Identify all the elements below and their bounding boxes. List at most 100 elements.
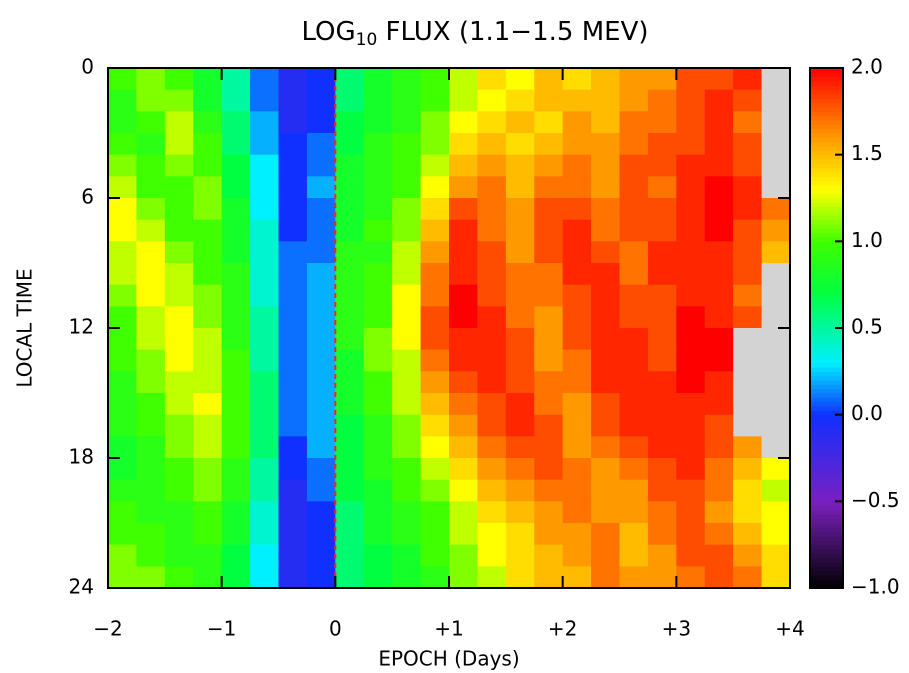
colorbar-swatch: [810, 375, 843, 381]
heatmap-cell: [591, 89, 620, 112]
heatmap-cell: [250, 523, 279, 546]
colorbar-swatch: [810, 111, 843, 117]
heatmap-cell: [278, 198, 308, 221]
heatmap-cell: [306, 306, 336, 329]
heatmap-cell: [392, 133, 422, 156]
heatmap-cell: [363, 263, 393, 286]
colorbar-swatch: [810, 536, 843, 541]
heatmap-cell: [676, 479, 706, 502]
heatmap-cell: [591, 133, 620, 156]
heatmap-cell: [250, 284, 279, 307]
colorbar-swatch: [810, 167, 843, 173]
colorbar-swatch: [810, 241, 843, 247]
heatmap-cell: [534, 68, 564, 91]
heatmap-cell: [676, 198, 706, 221]
heatmap-cell: [221, 479, 251, 502]
heatmap-cell: [619, 436, 649, 459]
colorbar-swatch: [810, 432, 843, 437]
y-axis-label: LOCAL TIME: [13, 268, 37, 387]
heatmap-cell: [335, 436, 365, 459]
heatmap-cell: [250, 349, 279, 372]
heatmap-cell: [363, 306, 393, 329]
colorbar-swatch: [810, 579, 843, 585]
colorbar-swatch: [810, 414, 843, 420]
heatmap-cell: [278, 414, 308, 437]
heatmap-cell: [164, 111, 194, 134]
x-tick-label: +3: [662, 617, 691, 641]
heatmap-cell: [108, 414, 137, 437]
heatmap-cell: [221, 176, 251, 199]
colorbar-swatch: [810, 176, 843, 182]
heatmap-cell: [477, 89, 507, 112]
heatmap-cell: [136, 544, 166, 567]
heatmap-cell: [761, 566, 791, 589]
heatmap-cell: [449, 284, 478, 307]
colorbar-swatch: [810, 284, 843, 290]
heatmap-cell: [676, 458, 706, 481]
heatmap-cell: [534, 263, 564, 286]
heatmap-cell: [420, 566, 450, 589]
colorbar-swatch: [810, 159, 843, 164]
colorbar-swatch: [810, 193, 843, 199]
heatmap-cell: [562, 263, 592, 286]
colorbar-swatch: [810, 549, 843, 554]
missing-cell: [761, 284, 791, 307]
heatmap-cell: [108, 501, 137, 524]
heatmap-cell: [477, 111, 507, 134]
heatmap-cell: [619, 111, 649, 134]
heatmap-cell: [136, 133, 166, 156]
heatmap-cell: [363, 176, 393, 199]
heatmap-cell: [449, 219, 478, 242]
heatmap-cell: [591, 479, 620, 502]
heatmap-cell: [250, 176, 279, 199]
x-tick-label: −1: [207, 617, 236, 641]
colorbar-swatch: [810, 371, 843, 377]
colorbar-swatch: [810, 228, 843, 234]
colorbar-swatch: [810, 68, 843, 73]
heatmap-cell: [704, 176, 734, 199]
heatmap-cell: [619, 133, 649, 156]
colorbar-swatch: [810, 137, 843, 143]
heatmap-cell: [449, 89, 478, 112]
heatmap-cell: [108, 393, 137, 416]
heatmap-cell: [221, 371, 251, 394]
heatmap-cell: [562, 544, 592, 567]
heatmap-cell: [221, 133, 251, 156]
heatmap-cell: [534, 566, 564, 589]
heatmap-cell: [306, 111, 336, 134]
heatmap-cell: [505, 328, 535, 351]
heatmap-cell: [420, 263, 450, 286]
heatmap-cell: [449, 176, 478, 199]
heatmap-cell: [136, 219, 166, 242]
heatmap-cell: [278, 458, 308, 481]
heatmap-cell: [534, 154, 564, 177]
colorbar-swatch: [810, 237, 843, 242]
heatmap-cell: [733, 198, 763, 221]
colorbar-swatch: [810, 163, 843, 169]
heatmap-cell: [591, 544, 620, 567]
heatmap-cell: [164, 133, 194, 156]
heatmap-cell: [278, 111, 308, 134]
heatmap-cell: [647, 176, 677, 199]
heatmap-cell: [193, 436, 223, 459]
colorbar-swatch: [810, 245, 843, 251]
heatmap-cell: [591, 284, 620, 307]
heatmap-cell: [534, 241, 564, 264]
heatmap-cell: [392, 544, 422, 567]
heatmap-cell: [733, 219, 763, 242]
heatmap-cell: [733, 111, 763, 134]
heatmap-cell: [733, 501, 763, 524]
colorbar-swatch: [810, 280, 843, 286]
heatmap-cell: [278, 393, 308, 416]
heatmap-cell: [534, 89, 564, 112]
heatmap-cell: [505, 176, 535, 199]
heatmap-cell: [733, 68, 763, 91]
heatmap-cell: [619, 458, 649, 481]
heatmap-cell: [676, 263, 706, 286]
heatmap-cell: [250, 501, 279, 524]
heatmap-cell: [278, 89, 308, 112]
heatmap-cell: [363, 566, 393, 589]
colorbar-swatch: [810, 523, 843, 528]
heatmap-cell: [221, 68, 251, 91]
heatmap-cell: [164, 458, 194, 481]
